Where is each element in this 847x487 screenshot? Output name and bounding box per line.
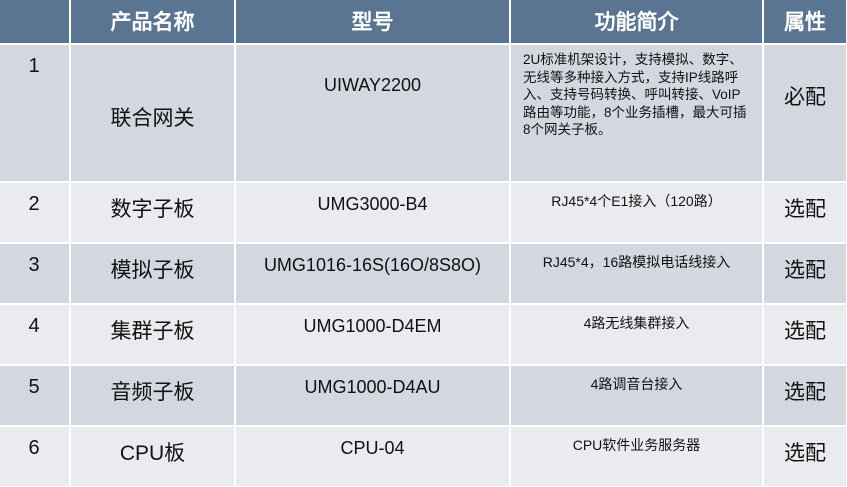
product-name-cell: 集群子板 (70, 304, 235, 365)
table-row: 4 集群子板 UMG1000-D4EM 4路无线集群接入 选配 (0, 304, 847, 365)
row-index-cell: 5 (0, 365, 70, 426)
attribute-cell: 选配 (763, 243, 847, 304)
attribute-cell: 必配 (763, 44, 847, 182)
table-row: 2 数字子板 UMG3000-B4 RJ45*4个E1接入（120路） 选配 (0, 182, 847, 243)
row-index-cell: 2 (0, 182, 70, 243)
model-cell: UMG3000-B4 (235, 182, 510, 243)
row-index-cell: 1 (0, 44, 70, 182)
header-index (0, 0, 70, 44)
product-name-cell: 模拟子板 (70, 243, 235, 304)
product-name-cell: 音频子板 (70, 365, 235, 426)
attribute-cell: 选配 (763, 304, 847, 365)
description-cell: RJ45*4个E1接入（120路） (510, 182, 763, 243)
header-row: 产品名称 型号 功能简介 属性 (0, 0, 847, 44)
header-product-name: 产品名称 (70, 0, 235, 44)
attribute-cell: 选配 (763, 182, 847, 243)
model-cell: UMG1016-16S(16O/8S8O) (235, 243, 510, 304)
table-row: 3 模拟子板 UMG1016-16S(16O/8S8O) RJ45*4，16路模拟电话… (0, 243, 847, 304)
model-cell: CPU-04 (235, 426, 510, 487)
attribute-cell: 选配 (763, 365, 847, 426)
table-row: 5 音频子板 UMG1000-D4AU 4路调音台接入 选配 (0, 365, 847, 426)
model-cell: UIWAY2200 (235, 44, 510, 182)
description-cell: 4路无线集群接入 (510, 304, 763, 365)
model-cell: UMG1000-D4AU (235, 365, 510, 426)
header-model: 型号 (235, 0, 510, 44)
row-index-cell: 4 (0, 304, 70, 365)
description-cell: 2U标准机架设计，支持模拟、数字、无线等多种接入方式，支持IP线路呼入、支持号码… (510, 44, 763, 182)
attribute-cell: 选配 (763, 426, 847, 487)
table-row: 6 CPU板 CPU-04 CPU软件业务服务器 选配 (0, 426, 847, 487)
table-row: 1 联合网关 UIWAY2200 2U标准机架设计，支持模拟、数字、无线等多种接入方式… (0, 44, 847, 182)
product-name-cell: 联合网关 (70, 44, 235, 182)
description-cell: RJ45*4，16路模拟电话线接入 (510, 243, 763, 304)
header-description: 功能简介 (510, 0, 763, 44)
description-cell: CPU软件业务服务器 (510, 426, 763, 487)
product-name-cell: 数字子板 (70, 182, 235, 243)
description-cell: 4路调音台接入 (510, 365, 763, 426)
product-name-cell: CPU板 (70, 426, 235, 487)
row-index-cell: 3 (0, 243, 70, 304)
row-index-cell: 6 (0, 426, 70, 487)
header-attribute: 属性 (763, 0, 847, 44)
model-cell: UMG1000-D4EM (235, 304, 510, 365)
